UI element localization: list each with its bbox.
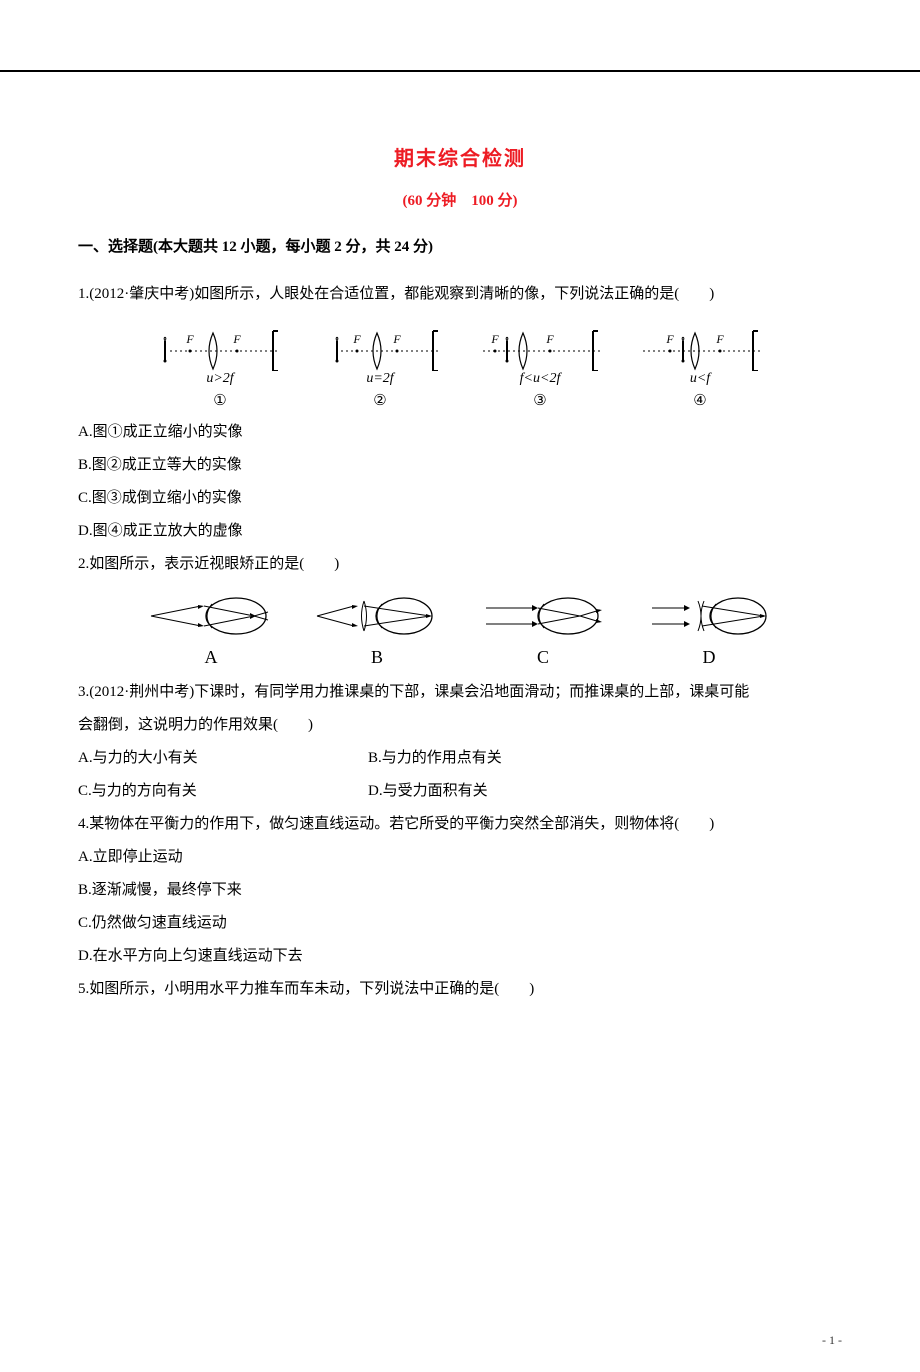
q2-figures: A B: [78, 581, 842, 676]
doc-subtitle: (60 分钟 100 分): [78, 189, 842, 210]
q3-opt-b: B.与力的作用点有关: [368, 742, 502, 775]
svg-text:F: F: [185, 332, 194, 346]
q3-opt-d: D.与受力面积有关: [368, 775, 488, 808]
q5-stem: 5.如图所示，小明用水平力推车而车未动，下列说法中正确的是( ): [78, 973, 842, 1006]
q1-stem: 1.(2012·肇庆中考)如图所示，人眼处在合适位置，都能观察到清晰的像，下列说…: [78, 278, 842, 311]
q2-fig-c: C: [478, 591, 608, 668]
q1-fig3-num: ③: [533, 391, 546, 410]
q1-opt-b: B.图②成正立等大的实像: [78, 449, 842, 482]
q1-fig3-label: f<u<2f: [520, 371, 561, 387]
q1-opt-a: A.图①成正立缩小的实像: [78, 416, 842, 449]
q3-opt-a: A.与力的大小有关: [78, 742, 368, 775]
q1-fig-2: F F u=2f ②: [315, 321, 445, 410]
q1-opt-c: C.图③成倒立缩小的实像: [78, 482, 842, 515]
q1-fig-4: F F u<f ④: [635, 321, 765, 410]
q4-opt-b: B.逐渐减慢，最终停下来: [78, 874, 842, 907]
q3-opt-c: C.与力的方向有关: [78, 775, 368, 808]
svg-text:F: F: [715, 332, 724, 346]
q2-fig-b: B: [312, 591, 442, 668]
q1-fig4-label: u<f: [690, 371, 710, 387]
q3-stem-b: 会翻倒，这说明力的作用效果( ): [78, 709, 842, 742]
q2-fig-d: D: [644, 591, 774, 668]
section-1-heading: 一、选择题(本大题共 12 小题，每小题 2 分，共 24 分): [78, 232, 842, 262]
q1-fig2-num: ②: [373, 391, 386, 410]
page-number: - 1 -: [822, 1333, 842, 1348]
svg-text:F: F: [545, 332, 554, 346]
q1-fig-3: F F f<u<2f ③: [475, 321, 605, 410]
svg-text:F: F: [352, 332, 361, 346]
svg-text:F: F: [665, 332, 674, 346]
q2-label-b: B: [371, 647, 383, 668]
q4-opt-d: D.在水平方向上匀速直线运动下去: [78, 940, 842, 973]
svg-text:F: F: [232, 332, 241, 346]
q1-fig-1: F F u>2f ①: [155, 321, 285, 410]
svg-text:F: F: [392, 332, 401, 346]
q2-label-c: C: [537, 647, 549, 668]
q2-label-d: D: [703, 647, 716, 668]
q1-fig4-num: ④: [693, 391, 706, 410]
doc-title: 期末综合检测: [78, 142, 842, 171]
q2-label-a: A: [205, 647, 218, 668]
q1-opt-d: D.图④成正立放大的虚像: [78, 515, 842, 548]
q4-opt-c: C.仍然做匀速直线运动: [78, 907, 842, 940]
page: 期末综合检测 (60 分钟 100 分) 一、选择题(本大题共 12 小题，每小…: [0, 70, 920, 1036]
svg-text:F: F: [490, 332, 499, 346]
q1-figures: F F u>2f ① F: [78, 321, 842, 410]
q1-fig2-label: u=2f: [366, 371, 393, 387]
q1-fig1-label: u>2f: [206, 371, 233, 387]
q3-stem-a: 3.(2012·荆州中考)下课时，有同学用力推课桌的下部，课桌会沿地面滑动；而推…: [78, 676, 842, 709]
q2-stem: 2.如图所示，表示近视眼矫正的是( ): [78, 548, 842, 581]
q4-stem: 4.某物体在平衡力的作用下，做匀速直线运动。若它所受的平衡力突然全部消失，则物体…: [78, 808, 842, 841]
q1-fig1-num: ①: [213, 391, 226, 410]
q4-opt-a: A.立即停止运动: [78, 841, 842, 874]
q2-fig-a: A: [146, 591, 276, 668]
